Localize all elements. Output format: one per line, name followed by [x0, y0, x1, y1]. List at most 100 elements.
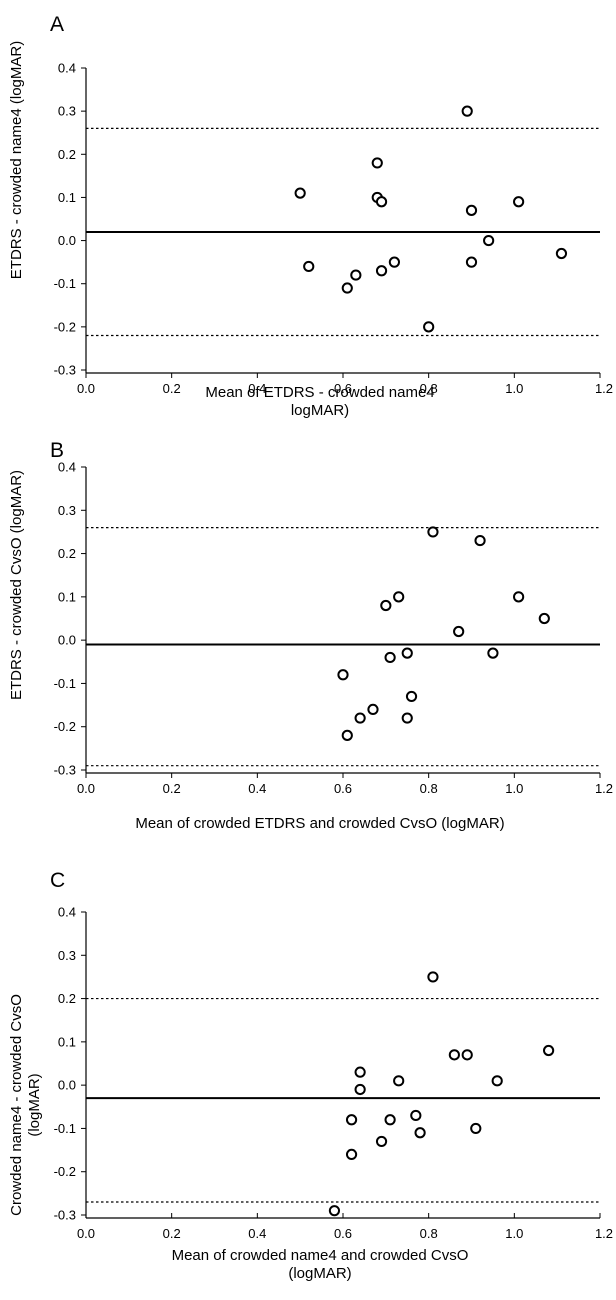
- data-point: [465, 256, 478, 268]
- data-point: [453, 625, 465, 638]
- data-point: [354, 1066, 366, 1078]
- data-point: [388, 256, 400, 268]
- y-tick-label: -0.1: [54, 276, 76, 291]
- data-point: [513, 196, 525, 208]
- chart-panel-a: A 0.4 0.3 0.2 0.1 0.0 -0.1 -0.2 -0.3 0.0 0.2 0.4 0.…: [0, 0, 616, 440]
- y-axis-label-line: ETDRS - crowded name4 (logMAR): [8, 40, 25, 280]
- data-point: [427, 526, 439, 538]
- y-tick-label: 0.0: [58, 233, 76, 248]
- x-tick-label: 1.2: [595, 381, 613, 396]
- y-tick-label: -0.1: [54, 676, 76, 691]
- y-tick-label: -0.3: [54, 1208, 76, 1223]
- y-tick-label: 0.1: [58, 589, 76, 604]
- data-point: [380, 599, 392, 612]
- x-axis-label-line: (logMAR): [288, 1265, 352, 1282]
- x-tick-label: 0.4: [248, 1226, 266, 1241]
- data-point: [470, 1122, 482, 1135]
- y-tick-label: 0.4: [58, 460, 76, 475]
- x-tick-label: 0.8: [420, 781, 438, 796]
- data-point: [341, 729, 353, 741]
- data-point: [555, 247, 568, 260]
- data-point: [405, 690, 418, 703]
- data-point: [474, 534, 486, 547]
- data-point: [423, 321, 435, 333]
- x-axis-label-line: Mean of crowded name4 and crowded CvsO: [171, 1247, 469, 1264]
- data-point: [354, 1083, 366, 1096]
- data-point: [538, 612, 550, 625]
- x-tick-label: 0.6: [334, 781, 352, 796]
- panel-label: B: [50, 439, 65, 462]
- x-tick-label: 1.2: [595, 781, 613, 796]
- data-point: [513, 591, 525, 603]
- data-point: [543, 1044, 555, 1057]
- chart-a-plot: 0.40.30.20.10.0-0.1-0.2-0.30.0 0.2 0.4 0.6 0…: [54, 61, 613, 397]
- data-point: [461, 1049, 473, 1061]
- x-tick-label: 0.4: [248, 781, 266, 796]
- y-tick-label: -0.2: [54, 319, 76, 334]
- y-tick-label: -0.2: [54, 1164, 76, 1179]
- y-tick-label: 0.2: [58, 147, 76, 162]
- x-axis-label: Mean of crowded ETDRS and crowded CvsO (…: [100, 815, 540, 833]
- x-tick-label: 0.6: [334, 1226, 352, 1241]
- data-point: [371, 157, 383, 169]
- data-point: [375, 265, 388, 277]
- y-axis-label-line: Crowded name4 - crowded CvsO: [8, 994, 26, 1216]
- data-point: [465, 204, 478, 216]
- data-point: [427, 971, 439, 983]
- chart-panel-b: B 0.4 0.3 0.2 0.1 0.0 -0.1 -0.2 -0.3 0.0 0.2 0.4 0.…: [0, 440, 616, 865]
- x-tick-label: 1.0: [505, 1226, 523, 1241]
- data-point: [448, 1049, 460, 1061]
- y-tick-label: 0.4: [58, 61, 76, 76]
- data-point: [375, 1135, 388, 1148]
- x-axis-label: Mean of crowded name4 and crowded CvsO (…: [150, 1247, 490, 1283]
- y-tick-label: 0.1: [58, 190, 76, 205]
- x-tick-label: 0.2: [163, 781, 181, 796]
- chart-c-plot: 0.40.30.20.10.0-0.1-0.2-0.30.0 0.2 0.4 0.6 0…: [54, 905, 613, 1242]
- y-axis-label-line: ETDRS - crowded CvsO (logMAR): [8, 469, 26, 701]
- y-axis-label: Crowded name4 - crowded CvsO (logMAR): [0, 925, 52, 1285]
- data-point: [414, 1127, 426, 1139]
- y-axis-label-line: (logMAR): [26, 1073, 44, 1137]
- y-tick-label: 0.4: [58, 905, 76, 920]
- x-tick-label: 0.0: [77, 1226, 95, 1241]
- x-axis-label-line: Mean of crowded ETDRS and crowded CvsO (…: [135, 815, 505, 832]
- x-tick-label: 0.4: [248, 381, 266, 396]
- data-point: [345, 1114, 358, 1126]
- y-axis-label: ETDRS - crowded CvsO (logMAR): [0, 470, 34, 700]
- data-point: [303, 260, 315, 273]
- y-tick-label: 0.0: [58, 1078, 76, 1093]
- y-tick-label: -0.1: [54, 1121, 76, 1136]
- x-tick-label: 1.2: [595, 1226, 613, 1241]
- data-point: [491, 1075, 503, 1087]
- data-point: [384, 1114, 396, 1126]
- y-tick-label: 0.3: [58, 503, 76, 518]
- x-tick-label: 0.8: [420, 381, 438, 396]
- y-tick-label: -0.3: [54, 763, 76, 778]
- data-point: [393, 591, 405, 603]
- data-point: [367, 703, 379, 715]
- y-tick-label: 0.1: [58, 1034, 76, 1049]
- x-tick-label: 0.0: [77, 381, 95, 396]
- data-point: [393, 1075, 405, 1087]
- data-point: [487, 647, 499, 659]
- panel-label: A: [50, 13, 65, 36]
- data-point: [354, 712, 366, 724]
- data-point: [401, 647, 413, 659]
- data-point: [401, 712, 413, 724]
- y-tick-label: 0.2: [58, 991, 76, 1006]
- data-point: [410, 1109, 422, 1122]
- data-point: [294, 187, 306, 199]
- data-point: [375, 196, 388, 208]
- x-tick-label: 0.0: [77, 781, 95, 796]
- chart-b-plot: 0.40.30.20.10.0-0.1-0.2-0.30.0 0.2 0.4 0.6 0…: [54, 460, 613, 797]
- x-tick-label: 0.2: [163, 1226, 181, 1241]
- x-axis-label-line: Mean of ETDRS - crowded name4: [205, 384, 435, 401]
- data-point: [341, 282, 353, 294]
- panel-label: C: [50, 869, 66, 892]
- data-point: [337, 669, 349, 681]
- y-tick-label: 0.0: [58, 633, 76, 648]
- data-point: [483, 234, 495, 247]
- y-tick-label: 0.3: [58, 948, 76, 963]
- data-point: [328, 1205, 341, 1217]
- x-tick-label: 1.0: [505, 381, 523, 396]
